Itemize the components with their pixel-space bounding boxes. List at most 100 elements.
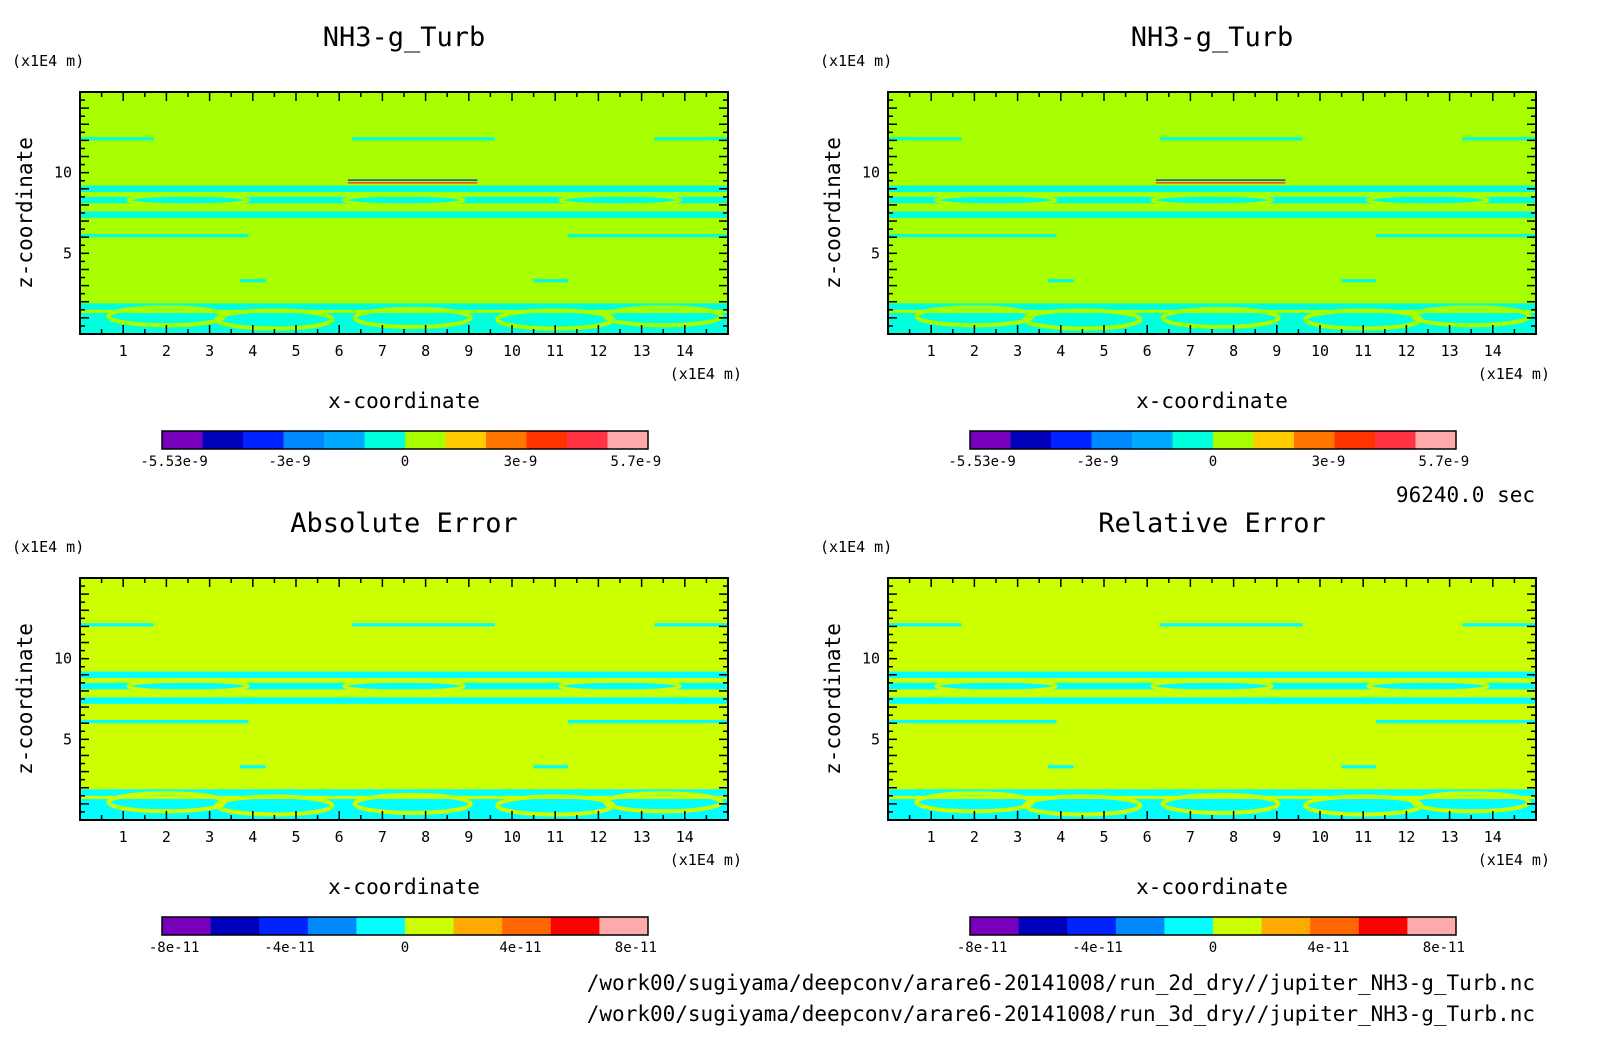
y-tick-label: 5 [63, 730, 72, 748]
swirl-arc [1366, 679, 1490, 693]
near-zero-band [80, 682, 728, 690]
colorbar-swatch [1091, 431, 1133, 449]
time-label: 96240.0 sec [1396, 483, 1535, 507]
x-tick-label: 11 [1354, 342, 1372, 360]
near-zero-band [1462, 137, 1536, 141]
near-zero-band [1047, 279, 1074, 283]
swirl-arc [1411, 791, 1532, 814]
colorbar-swatch [453, 917, 503, 935]
x-tick-label: 9 [1272, 828, 1281, 846]
x-unit-label: (x1E4 m) [1478, 365, 1550, 383]
x-tick-label: 6 [1143, 828, 1152, 846]
x-tick-label: 13 [1441, 342, 1459, 360]
colorbar-swatch [259, 917, 309, 935]
x-tick-label: 5 [291, 342, 300, 360]
swirl-arc [342, 193, 466, 207]
x-tick-label: 3 [1013, 828, 1022, 846]
swirl-arc [1411, 305, 1532, 328]
x-tick-label: 7 [1186, 828, 1195, 846]
y-tick-label: 10 [862, 650, 880, 668]
near-zero-band [80, 303, 728, 310]
x-tick-label: 11 [546, 342, 564, 360]
x-tick-label: 12 [1397, 342, 1415, 360]
x-tick-label: 1 [119, 342, 128, 360]
x-tick-label: 3 [205, 342, 214, 360]
colorbar-swatch [162, 917, 212, 935]
x-tick-label: 4 [1056, 342, 1065, 360]
swirl-arc [1022, 308, 1143, 331]
near-zero-band [239, 765, 266, 769]
x-tick-label: 14 [1484, 342, 1502, 360]
colorbar-swatch [1294, 431, 1335, 449]
colorbar-swatch [607, 431, 649, 449]
near-zero-band [80, 233, 249, 238]
y-tick-label: 5 [63, 244, 72, 262]
x-tick-label: 14 [676, 828, 694, 846]
x-tick-label: 10 [1311, 828, 1329, 846]
colorbar-tick-label: -5.53e-9 [948, 454, 1015, 470]
x-tick-label: 4 [1056, 828, 1065, 846]
colorbar-tick-label: -8e-11 [149, 940, 200, 956]
x-tick-label: 7 [1186, 342, 1195, 360]
colorbar-swatch [1407, 917, 1457, 935]
swirl-arc [934, 679, 1058, 693]
x-unit-label: (x1E4 m) [670, 851, 742, 869]
swirl-arc [558, 679, 682, 693]
colorbar-swatch [1213, 431, 1254, 449]
near-zero-band [1462, 623, 1536, 627]
x-tick-label: 14 [676, 342, 694, 360]
field-features [888, 623, 1536, 820]
colorbar-swatch [970, 917, 1020, 935]
swirl-arc [214, 308, 335, 331]
y-unit-label: (x1E4 m) [820, 52, 892, 70]
y-axis-label: z-coordinate [821, 137, 845, 289]
colorbar-swatch [307, 917, 357, 935]
field-features [80, 137, 728, 334]
swirl-arc [603, 305, 724, 328]
near-zero-band [654, 137, 728, 141]
x-axis-label: x-coordinate [1136, 389, 1288, 413]
colorbar-swatch [550, 917, 600, 935]
colorbar-tick-label: -3e-9 [1076, 454, 1118, 470]
near-zero-band [888, 185, 1536, 193]
x-tick-label: 8 [421, 342, 430, 360]
y-tick-label: 5 [871, 244, 880, 262]
y-tick-label: 10 [862, 164, 880, 182]
colorbar-swatch [1334, 431, 1376, 449]
near-zero-band [888, 623, 962, 627]
x-tick-label: 12 [1397, 828, 1415, 846]
y-unit-label: (x1E4 m) [12, 538, 84, 556]
x-unit-label: (x1E4 m) [1478, 851, 1550, 869]
colorbar-frame [161, 916, 649, 936]
colorbar-swatch [1253, 431, 1295, 449]
x-tick-label: 4 [248, 828, 257, 846]
colorbar-frame [161, 430, 649, 450]
y-axis-label: z-coordinate [821, 623, 845, 775]
swirl-arc [126, 679, 250, 693]
x-tick-label: 10 [503, 828, 521, 846]
field-features [888, 137, 1536, 334]
x-tick-label: 13 [633, 828, 651, 846]
colorbar-swatch [1018, 917, 1068, 935]
near-zero-band [888, 697, 1536, 704]
swirl-arc [1022, 794, 1143, 817]
colorbar-tick-label: 0 [1209, 940, 1217, 956]
x-tick-label: 6 [335, 828, 344, 846]
colorbar-swatch [445, 431, 487, 449]
x-tick-label: 2 [162, 828, 171, 846]
near-zero-band [80, 697, 728, 704]
colorbar-tick-label: -5.53e-9 [140, 454, 207, 470]
near-zero-band [1376, 233, 1536, 238]
x-tick-label: 8 [421, 828, 430, 846]
colorbar-swatch [1132, 431, 1173, 449]
file-path-2: /work00/sugiyama/deepconv/arare6-2014100… [587, 1002, 1535, 1026]
swirl-arc [126, 193, 250, 207]
x-tick-label: 1 [927, 342, 936, 360]
x-tick-label: 4 [248, 342, 257, 360]
swirl-arc [1150, 679, 1274, 693]
colorbar-swatch [1415, 431, 1457, 449]
x-axis-label: x-coordinate [328, 389, 480, 413]
near-zero-band [654, 623, 728, 627]
